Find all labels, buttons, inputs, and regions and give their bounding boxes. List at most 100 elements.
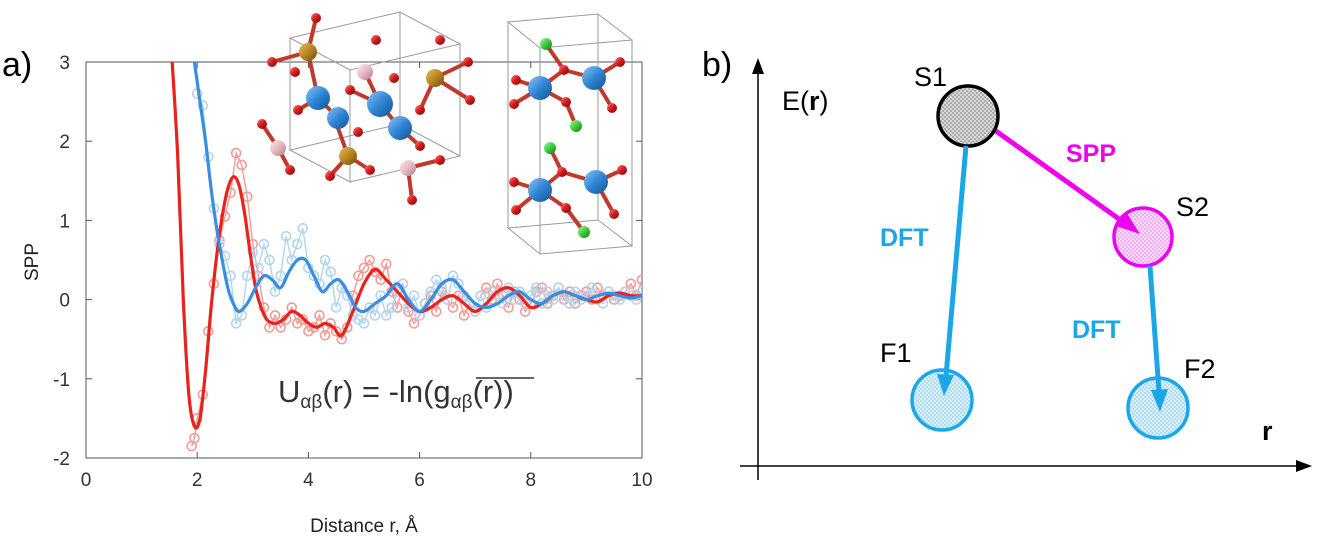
series-line-blue-smooth (192, 62, 642, 314)
data-point (247, 246, 259, 258)
data-point (430, 274, 442, 286)
data-point (330, 325, 342, 337)
y-label-close: ) (820, 86, 829, 116)
arrow-s1-s2-head (1116, 212, 1140, 234)
arrow-s1-f1: DFT (880, 145, 969, 396)
data-point (241, 270, 253, 282)
phosphorus-atom (339, 147, 357, 165)
arrow-s2-f2-head (1151, 389, 1168, 412)
data-point (325, 266, 336, 278)
data-point (314, 310, 325, 321)
formula-text: Uαβ(r) = -ln(gαβ(r)) (278, 374, 514, 413)
formula-annotation: Uαβ(r) = -ln(gαβ(r)) (278, 374, 534, 413)
series-line-red-raw (190, 150, 642, 447)
data-point (386, 302, 398, 313)
y-tick-label: -2 (53, 449, 70, 470)
y-label-open: E( (782, 86, 809, 116)
diagram-x-axis-label: r (1262, 416, 1273, 446)
data-point (230, 318, 242, 329)
data-point (230, 147, 242, 159)
data-point (269, 310, 281, 321)
node-f1-circle (910, 368, 974, 432)
phosphorus-atom (299, 43, 317, 61)
data-point (364, 302, 375, 313)
y-tick-label: 2 (59, 132, 70, 153)
axis-tick-labels: 0 2 4 6 8 10 -2 -1 0 1 2 3 (53, 53, 652, 491)
formula-mid: (r) = -ln( (322, 374, 434, 409)
data-point (291, 238, 303, 250)
y-axis-title: SPP (22, 243, 43, 281)
data-point (453, 278, 464, 290)
x-axis-title: Distance r, Å (310, 516, 418, 537)
y-tick-label: 3 (59, 53, 70, 74)
data-point (369, 310, 381, 321)
data-point (380, 258, 392, 270)
pink-atom (357, 64, 373, 80)
arrow-s1-s2: SPP (994, 128, 1140, 234)
data-point (531, 282, 542, 294)
node-s2-label: S2 (1176, 192, 1209, 222)
x-tick-label: 8 (526, 470, 537, 491)
data-point (592, 282, 603, 294)
cobalt-atom (584, 170, 608, 194)
y-tick-label: -1 (53, 370, 70, 391)
data-point (636, 286, 642, 297)
cobalt-atom (327, 107, 349, 129)
cobalt-atom (388, 116, 412, 140)
node-f1: F1 (880, 338, 974, 432)
data-point (358, 318, 370, 329)
formula-g: g (433, 374, 450, 409)
cobalt-atom (367, 91, 393, 117)
node-f2: F2 (1126, 354, 1216, 440)
y-tick-label: 1 (59, 211, 70, 232)
diagram-x-arrowhead (1296, 460, 1312, 472)
data-point (408, 290, 420, 301)
formula-u: U (278, 374, 300, 409)
node-f2-label: F2 (1184, 354, 1216, 384)
crystal-structure-left (257, 11, 475, 205)
phosphorus-atom (426, 69, 444, 87)
oxygen-atoms-right (509, 57, 627, 219)
data-point (189, 432, 200, 444)
series-layer (170, 62, 642, 452)
data-point (625, 278, 637, 290)
data-point (392, 286, 403, 297)
chlorine-atom (544, 142, 556, 154)
diagram-axes (740, 58, 1312, 480)
arrow-s1-f1-line (943, 145, 969, 377)
data-point (542, 286, 553, 297)
data-point (236, 159, 247, 171)
data-point (330, 302, 342, 313)
arrow-s1-s2-line (994, 128, 1128, 227)
x-tick-label: 4 (303, 470, 314, 491)
chlorine-atom (570, 120, 582, 132)
data-point (586, 282, 598, 294)
node-s1-circle (936, 84, 1000, 148)
data-point (258, 238, 270, 250)
formula-sub-1: αβ (300, 392, 322, 413)
data-point (564, 298, 576, 309)
formula-right: (r)) (473, 374, 514, 409)
data-point (392, 302, 403, 313)
data-point (380, 310, 392, 321)
arrow-s2-f2-line (1147, 265, 1162, 393)
y-tick-label: 0 (59, 291, 70, 312)
diagram-y-arrowhead (752, 58, 764, 74)
panel-b-label: b) (702, 46, 732, 84)
data-point (458, 310, 470, 321)
arrow-dft-label-1: DFT (880, 224, 929, 252)
chlorine-atom (540, 38, 552, 50)
arrow-dft-label-2: DFT (1072, 316, 1121, 344)
data-point (636, 274, 642, 286)
arrow-s1-f1-head (937, 374, 954, 396)
pink-atom (270, 140, 286, 156)
data-point (358, 262, 370, 274)
panel-a-label: a) (2, 46, 32, 84)
plot-frame (85, 61, 643, 459)
cobalt-atom (582, 66, 606, 90)
data-point (430, 306, 442, 317)
diagram-y-axis-label: E(r) (782, 86, 829, 116)
crystal-structure-right (506, 13, 634, 255)
cobalt-atom (306, 86, 330, 110)
